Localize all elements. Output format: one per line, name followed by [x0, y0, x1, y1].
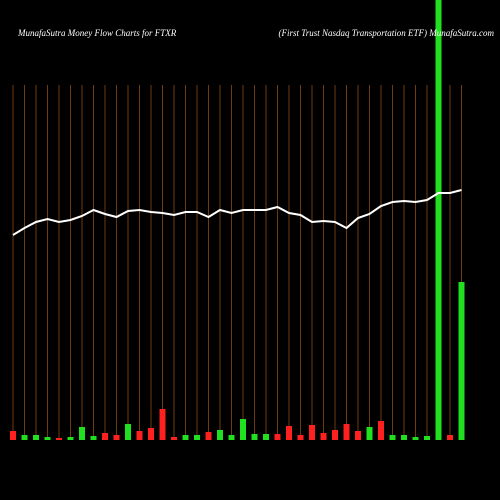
volume-bar — [217, 430, 223, 440]
volume-bar — [182, 435, 189, 440]
volume-bar — [424, 436, 430, 440]
volume-bar — [205, 432, 212, 440]
price-line — [12, 189, 462, 236]
volume-bar — [159, 409, 166, 440]
volume-bar — [286, 426, 292, 440]
volume-bar — [79, 427, 85, 440]
chart-subtitle: (First Trust Nasdaq Transportation ETF) … — [278, 28, 494, 38]
volume-bar — [194, 435, 200, 440]
volume-bar — [113, 435, 120, 440]
volume-bar — [148, 428, 154, 440]
volume-bar — [401, 435, 407, 440]
volume-bar — [389, 435, 396, 440]
volume-bar — [320, 433, 327, 440]
volume-bar — [67, 437, 74, 440]
volume-bar — [228, 435, 235, 440]
volume-bar — [297, 435, 304, 440]
volume-bar — [263, 434, 269, 440]
volume-bar — [102, 433, 108, 440]
volume-bar — [44, 437, 51, 440]
volume-bar — [251, 434, 258, 440]
volume-bar — [378, 421, 384, 440]
volume-bar — [412, 437, 419, 440]
volume-bar — [125, 424, 131, 440]
grid — [12, 85, 462, 440]
volume-bar — [90, 436, 97, 440]
volume-bar — [33, 435, 39, 440]
volume-bar — [240, 419, 246, 440]
volume-bar — [10, 431, 16, 440]
volume-bar — [21, 435, 28, 440]
volume-bar — [274, 434, 281, 440]
volume-bar — [458, 282, 465, 440]
volume-bar — [343, 424, 350, 440]
chart-title: MunafaSutra Money Flow Charts for FTXR — [17, 28, 177, 38]
volume-bar — [355, 431, 361, 440]
volume-bar — [366, 427, 373, 440]
volume-bar — [332, 430, 338, 440]
volume-bar — [56, 438, 62, 440]
volume-bar — [136, 431, 143, 440]
volume-bar — [309, 425, 315, 440]
marks — [10, 0, 465, 440]
volume-bar — [171, 437, 177, 440]
volume-bar — [435, 0, 442, 440]
volume-bar — [447, 435, 453, 440]
